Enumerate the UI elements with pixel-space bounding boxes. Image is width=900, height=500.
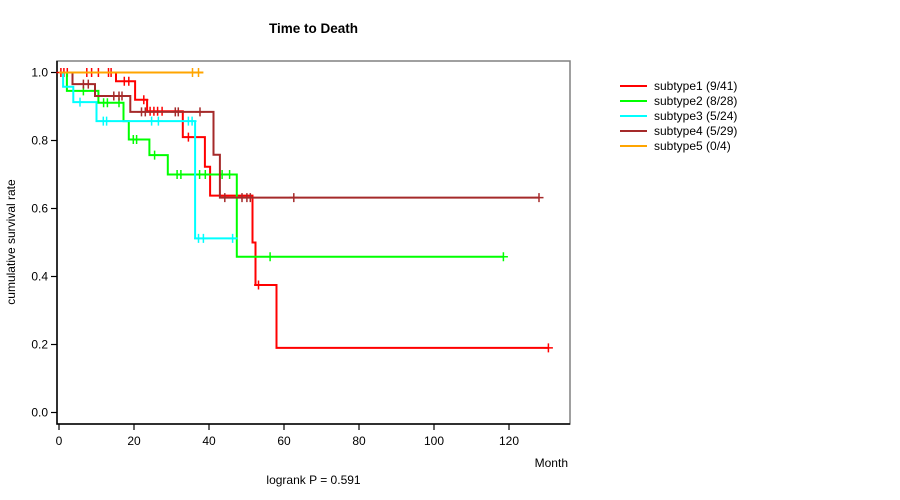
y-tick-label: 0.0 <box>31 406 48 420</box>
chart-title: Time to Death <box>268 21 358 36</box>
x-axis-label: Month <box>534 456 568 470</box>
y-tick-label: 0.2 <box>31 338 48 352</box>
legend: subtype1 (9/41) subtype2 (8/28) subtype3 (… <box>620 78 737 153</box>
censor-marks <box>78 86 508 262</box>
y-tick-label: 0.8 <box>31 134 48 148</box>
y-tick-label: 1.0 <box>31 66 48 80</box>
survival-curve <box>59 71 504 258</box>
legend-entry: subtype4 (5/29) <box>620 123 737 138</box>
y-tick-label: 0.4 <box>31 270 48 284</box>
y-tick-label: 0.6 <box>31 202 48 216</box>
x-tick-label: 20 <box>127 434 141 448</box>
survival-curve <box>59 71 539 199</box>
logrank-p-annotation: logrank P = 0.591 <box>266 473 361 487</box>
survival-curve <box>59 71 238 240</box>
legend-label: subtype4 (5/29) <box>654 123 738 138</box>
x-tick-label: 100 <box>424 434 444 448</box>
legend-line-swatch <box>620 114 647 117</box>
x-tick-label: 40 <box>202 434 216 448</box>
legend-entry: subtype2 (8/28) <box>620 93 737 108</box>
legend-line-swatch <box>620 99 647 102</box>
legend-entry: subtype5 (0/4) <box>620 138 737 153</box>
x-tick-label: 80 <box>352 434 366 448</box>
censor-marks <box>188 68 203 77</box>
legend-line-swatch <box>620 84 647 87</box>
legend-entry: subtype3 (5/24) <box>620 108 737 123</box>
legend-line-swatch <box>620 129 647 132</box>
legend-label: subtype2 (8/28) <box>654 93 738 108</box>
survival-curve <box>59 71 549 349</box>
x-tick-label: 60 <box>277 434 291 448</box>
legend-label: subtype3 (5/24) <box>654 108 738 123</box>
plot-box <box>56 60 571 425</box>
censor-marks <box>75 97 238 243</box>
axis-lines <box>56 61 570 425</box>
legend-line-swatch <box>620 144 647 147</box>
censor-marks <box>78 79 544 203</box>
x-tick-label: 0 <box>56 434 63 448</box>
legend-label: subtype1 (9/41) <box>654 78 738 93</box>
x-tick-label: 120 <box>499 434 519 448</box>
legend-label: subtype5 (0/4) <box>654 138 731 153</box>
legend-entry: subtype1 (9/41) <box>620 78 737 93</box>
